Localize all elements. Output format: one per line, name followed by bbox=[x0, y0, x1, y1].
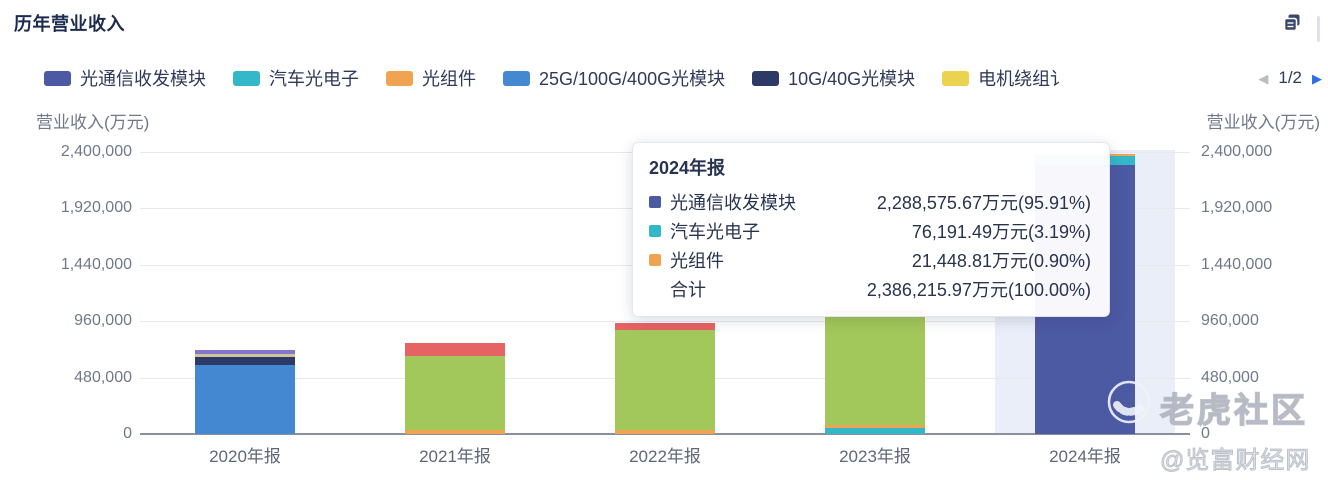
tooltip-series-value: 76,191.49万元(3.19%) bbox=[911, 221, 1091, 242]
bar-segment-2022年报-未标注(绿色)[interactable] bbox=[615, 330, 715, 431]
legend-item-3-25G/100G/400G光模块[interactable]: 25G/100G/400G光模块 bbox=[503, 65, 725, 91]
x-axis-label-2020年报: 2020年报 bbox=[209, 447, 281, 466]
bar-segment-2022年报-未标注(红色)[interactable] bbox=[615, 323, 715, 331]
tiger-logo-icon bbox=[1107, 380, 1151, 424]
legend-label: 10G/40G光模块 bbox=[788, 69, 916, 89]
tooltip-row-光组件: 光组件 21,448.81万元(0.90%) bbox=[649, 245, 1091, 274]
tooltip-series-marker bbox=[649, 195, 661, 208]
x-axis-label-2021年报: 2021年报 bbox=[419, 447, 491, 466]
left-axis-tick: 1,920,000 bbox=[60, 199, 132, 217]
left-axis-tick: 0 bbox=[123, 425, 132, 442]
bar-segment-2021年报-未标注(红色)[interactable] bbox=[405, 343, 505, 356]
bar-segment-2021年报-未标注(绿色)[interactable] bbox=[405, 355, 505, 431]
bar-segment-2020年报-10G/40G光模块[interactable] bbox=[195, 357, 295, 366]
bar-segment-2023年报-光组件[interactable] bbox=[825, 424, 925, 429]
bar-segment-2020年报-未标注(米色)[interactable] bbox=[195, 353, 295, 358]
legend-marker bbox=[386, 70, 413, 86]
bar-segment-2020年报-25G/100G/400G光模块[interactable] bbox=[195, 365, 295, 434]
tooltip-marker-spacer bbox=[649, 283, 661, 295]
copy-window-icon[interactable] bbox=[1282, 12, 1302, 32]
legend-item-1-汽车光电子[interactable]: 汽车光电子 bbox=[233, 65, 359, 91]
legend-label: 25G/100G/400G光模块 bbox=[539, 69, 726, 89]
tooltip-series-name: 光通信收发模块 bbox=[670, 192, 796, 213]
left-axis-tick: 960,000 bbox=[74, 312, 132, 330]
watermark-source: @览富财经网 bbox=[1159, 447, 1311, 475]
tooltip-row-汽车光电子: 汽车光电子 76,191.49万元(3.19%) bbox=[649, 216, 1091, 245]
gridline bbox=[140, 321, 1190, 323]
right-axis-title: 营业收入(万元) bbox=[1206, 113, 1320, 132]
legend-item-4-10G/40G光模块[interactable]: 10G/40G光模块 bbox=[752, 65, 915, 91]
watermark-brand: 老虎社区 bbox=[1159, 391, 1308, 430]
tooltip-series-value: 21,448.81万元(0.90%) bbox=[911, 250, 1091, 271]
tooltip-series-marker bbox=[649, 224, 661, 237]
tooltip-series-value: 2,288,575.67万元(95.91%) bbox=[876, 192, 1091, 213]
bar-segment-2021年报-光组件[interactable] bbox=[405, 430, 505, 434]
x-axis-label-2023年报: 2023年报 bbox=[839, 447, 911, 466]
legend-marker bbox=[44, 70, 71, 86]
page-title: 历年营业收入 bbox=[14, 14, 125, 34]
right-axis-tick: 0 bbox=[1201, 425, 1210, 442]
legend-label: 汽车光电子 bbox=[269, 69, 359, 89]
legend: 光通信收发模块 汽车光电子 光组件 25G/100G/400G光模块 10G/40G光模… bbox=[44, 64, 1206, 92]
x-axis-line bbox=[140, 433, 1190, 435]
legend-item-5-电机绕组讠[interactable]: 电机绕组讠 bbox=[942, 65, 1068, 91]
tooltip-series-value: 2,386,215.97万元(100.00%) bbox=[866, 279, 1091, 300]
tooltip-row-合计: 合计 2,386,215.97万元(100.00%) bbox=[649, 274, 1091, 303]
scrollbar-thumb[interactable] bbox=[1317, 16, 1320, 42]
x-axis-label-2022年报: 2022年报 bbox=[629, 447, 701, 466]
bar-segment-2022年报-光组件[interactable] bbox=[615, 430, 715, 434]
tooltip-row-光通信收发模块: 光通信收发模块 2,288,575.67万元(95.91%) bbox=[649, 187, 1091, 216]
legend-item-2-光组件[interactable]: 光组件 bbox=[386, 65, 476, 91]
tooltip-series-marker bbox=[649, 253, 661, 266]
legend-marker bbox=[752, 70, 780, 86]
legend-item-0-光通信收发模块[interactable]: 光通信收发模块 bbox=[44, 65, 206, 91]
legend-pager: ◀ 1/2 ▶ bbox=[1258, 64, 1322, 92]
left-axis-tick: 480,000 bbox=[74, 368, 132, 386]
bar-segment-2023年报-未标注(绿色)[interactable] bbox=[825, 314, 925, 425]
tooltip-series-name: 光组件 bbox=[670, 250, 724, 271]
tooltip-title: 2024年报 bbox=[649, 158, 726, 178]
right-axis-tick: 960,000 bbox=[1201, 312, 1259, 330]
bar-segment-2023年报-汽车光电子[interactable] bbox=[825, 428, 925, 434]
legend-page-indicator: 1/2 bbox=[1278, 68, 1302, 87]
legend-marker bbox=[942, 70, 970, 86]
legend-prev-page-arrow[interactable]: ◀ bbox=[1258, 70, 1269, 86]
legend-marker bbox=[233, 70, 260, 86]
chart-tooltip: 2024年报 光通信收发模块 2,288,575.67万元(95.91%) 汽车光电… bbox=[632, 142, 1110, 317]
left-axis-tick: 2,400,000 bbox=[60, 143, 132, 160]
legend-next-page-arrow[interactable]: ▶ bbox=[1312, 70, 1322, 86]
x-axis-label-2024年报: 2024年报 bbox=[1049, 447, 1121, 466]
left-axis-tick: 1,440,000 bbox=[60, 255, 132, 273]
right-axis-tick: 2,400,000 bbox=[1201, 143, 1273, 160]
tooltip-series-name: 合计 bbox=[670, 279, 706, 300]
bar-segment-2020年报-未标注(紫色)[interactable] bbox=[195, 350, 295, 354]
legend-label: 光组件 bbox=[422, 69, 476, 89]
legend-marker bbox=[503, 70, 530, 86]
legend-label: 光通信收发模块 bbox=[80, 69, 206, 89]
left-axis-title: 营业收入(万元) bbox=[36, 113, 150, 132]
right-axis-tick: 1,440,000 bbox=[1201, 255, 1273, 273]
right-axis-tick: 1,920,000 bbox=[1201, 199, 1273, 217]
right-axis-tick: 480,000 bbox=[1201, 368, 1259, 386]
tooltip-series-name: 汽车光电子 bbox=[670, 221, 760, 242]
legend-label: 电机绕组讠 bbox=[978, 69, 1069, 89]
